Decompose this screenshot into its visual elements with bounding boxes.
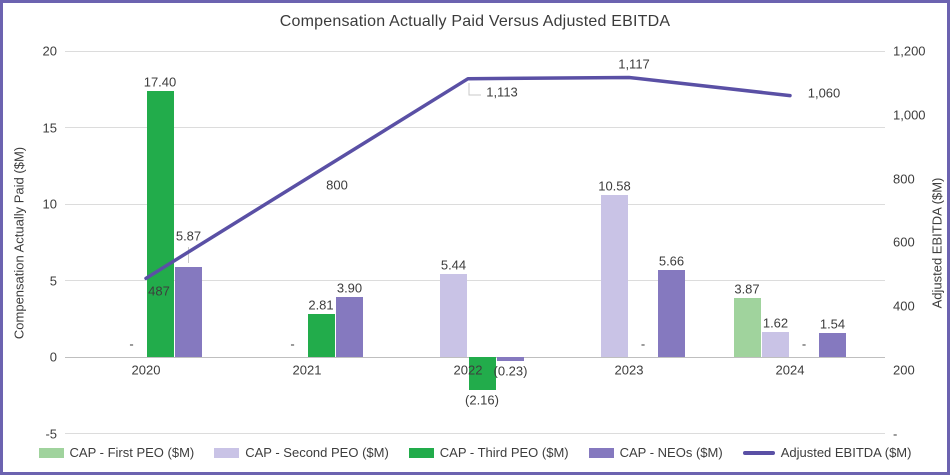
bar-segment xyxy=(733,297,761,357)
grid-line xyxy=(65,433,885,434)
legend-line-swatch xyxy=(742,450,775,455)
bar-value-label: 1.54 xyxy=(819,316,846,332)
left-axis-tick-label: -5 xyxy=(45,426,57,441)
bar-value-label: 10.58 xyxy=(598,178,631,194)
legend-color-swatch xyxy=(38,447,64,458)
year-label: 2021 xyxy=(292,362,322,378)
nil-value-label: - xyxy=(801,336,807,352)
line-value-label: 1,117 xyxy=(618,56,650,72)
legend-item: CAP - First PEO ($M) xyxy=(38,445,195,460)
bar-value-label: 2.81 xyxy=(308,297,334,313)
line-value-label: 1,113 xyxy=(486,84,518,100)
grid-line xyxy=(65,280,885,281)
bar-value-label: 17.40 xyxy=(143,74,177,90)
legend-item: CAP - NEOs ($M) xyxy=(588,445,723,460)
adjusted-ebitda-line-layer xyxy=(144,75,792,281)
bar-value-label: 5.44 xyxy=(440,257,467,273)
legend-label: Adjusted EBITDA ($M) xyxy=(780,445,912,460)
plot-area: 3.87 - - 5.44 10.58 1.62 17.40 2.81 (2.16) - - 5.87… xyxy=(65,50,885,434)
grid-line xyxy=(65,203,885,205)
right-axis-tick-label: 400 xyxy=(893,298,915,314)
bar-value-label: 5.66 xyxy=(658,253,685,269)
left-axis-tick-label: 20 xyxy=(42,43,57,59)
bar-value-label: 5.87 xyxy=(175,228,202,244)
left-axis-tick-label: 5 xyxy=(49,273,57,288)
legend-color-swatch xyxy=(214,447,240,458)
right-axis-tick-label: 1,000 xyxy=(893,107,926,123)
line-value-label: 800 xyxy=(326,177,348,192)
right-axis-tick-label: 800 xyxy=(893,171,915,186)
bar-segment xyxy=(175,267,202,357)
right-axis-tick-label: 600 xyxy=(893,234,915,250)
legend-item: CAP - Third PEO ($M) xyxy=(408,445,569,460)
grid-line xyxy=(65,127,885,128)
label-leader-elbow xyxy=(468,83,481,96)
legend-item: Adjusted EBITDA ($M) xyxy=(742,445,912,460)
legend-label: CAP - Third PEO ($M) xyxy=(439,445,569,460)
legend-color-swatch xyxy=(588,447,614,458)
nil-value-label: - xyxy=(290,336,295,352)
line-value-label: 1,060 xyxy=(807,85,841,101)
legend-color-swatch xyxy=(408,447,434,458)
legend-label: CAP - First PEO ($M) xyxy=(69,445,195,460)
left-axis-tick-label: 10 xyxy=(42,196,57,212)
bar-value-label: 3.87 xyxy=(734,281,760,297)
label-leader-line xyxy=(187,247,189,263)
bar-segment xyxy=(497,357,524,361)
nil-value-label: - xyxy=(129,336,134,352)
legend-label: CAP - Second PEO ($M) xyxy=(245,445,389,460)
bar-value-label: (0.23) xyxy=(493,363,528,379)
year-label: 2022 xyxy=(453,362,483,378)
bar-segment xyxy=(762,332,789,357)
bar-value-label: 3.90 xyxy=(336,280,363,296)
bar-segment xyxy=(601,195,628,357)
year-label: 2023 xyxy=(614,362,644,378)
grid-line xyxy=(65,50,885,52)
bar-value-label: 1.62 xyxy=(762,315,789,331)
adjusted-ebitda-line xyxy=(144,75,792,281)
nil-value-label: - xyxy=(640,336,646,352)
chart-title: Compensation Actually Paid Versus Adjust… xyxy=(279,13,671,30)
bar-segment xyxy=(440,273,467,357)
right-axis-title: Adjusted EBITDA ($M) xyxy=(929,177,945,309)
right-axis-tick-label: - xyxy=(893,426,898,441)
bar-segment xyxy=(658,270,685,357)
year-label: 2024 xyxy=(775,362,805,378)
year-label: 2020 xyxy=(131,362,161,378)
legend-item: CAP - Second PEO ($M) xyxy=(214,445,389,460)
right-axis-tick-label: 1,200 xyxy=(893,43,926,59)
bar-segment xyxy=(336,297,363,357)
bar-segment xyxy=(819,333,846,357)
left-axis-tick-label: 15 xyxy=(42,120,57,135)
line-value-label: 487 xyxy=(148,283,170,299)
right-axis-tick-label: 200 xyxy=(893,362,915,378)
left-axis-tick-label: 0 xyxy=(49,349,57,365)
bar-segment xyxy=(146,90,174,357)
legend: CAP - First PEO ($M) CAP - Second PEO ($M… xyxy=(3,445,947,460)
bar-value-label: (2.16) xyxy=(465,392,499,408)
left-axis-title: Compensation Actually Paid ($M) xyxy=(11,146,27,340)
bar-segment xyxy=(307,314,335,357)
bar-segment xyxy=(468,357,496,391)
legend-label: CAP - NEOs ($M) xyxy=(619,445,723,460)
